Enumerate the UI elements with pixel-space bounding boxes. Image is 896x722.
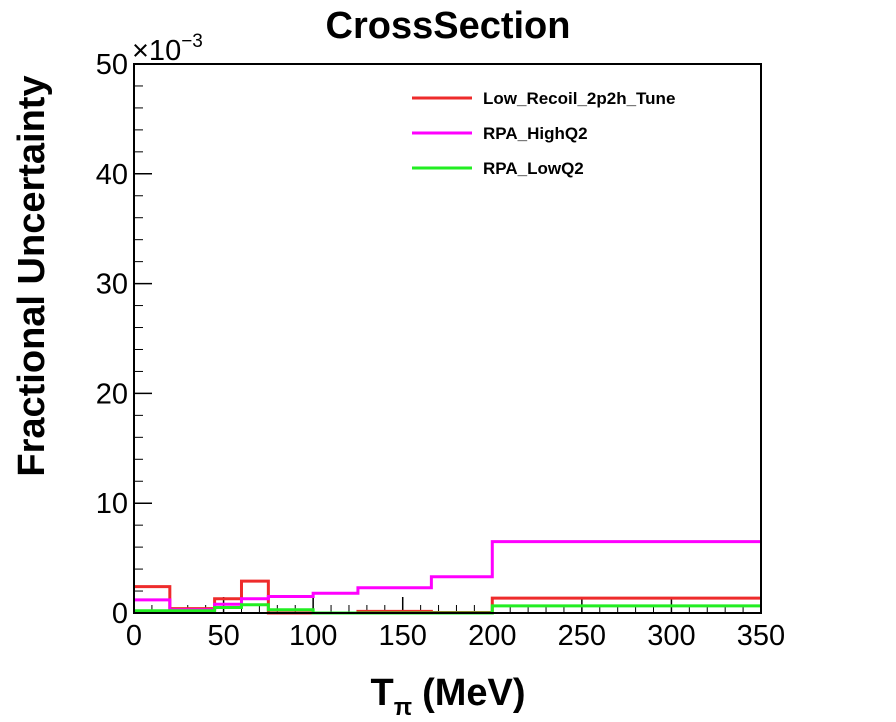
chart-title: CrossSection [326,5,571,47]
y-tick-label: 50 [96,49,128,81]
y-tick-label: 20 [96,378,128,410]
legend-label: RPA_HighQ2 [483,124,588,143]
legend: Low_Recoil_2p2h_Tune RPA_HighQ2 RPA_LowQ2 [412,89,675,178]
x-tick-label: 350 [737,620,785,652]
y-axis-label: Fractional Uncertainty [11,75,53,476]
x-axis-label: Tπ (MeV) [370,672,525,721]
y-tick-label: 40 [96,159,128,191]
x-tick-label: 50 [207,620,239,652]
x-tick-label: 0 [126,620,142,652]
ticks-layer: 0 50 100 150 200 250 300 350 0 10 20 30 40 50 [96,49,785,652]
x-tick-label: 100 [289,620,337,652]
series-layer [134,540,761,615]
plot-frame [133,63,762,614]
x-tick-label: 250 [558,620,606,652]
y-axis-exponent: ×10−3 [132,31,203,67]
x-tick-label: 150 [379,620,427,652]
y-tick-label: 0 [112,598,128,630]
series-line-2 [134,603,761,615]
x-tick-label: 200 [468,620,516,652]
y-tick-label: 30 [96,269,128,301]
x-tick-label: 300 [647,620,695,652]
legend-label: RPA_LowQ2 [483,159,584,178]
legend-label: Low_Recoil_2p2h_Tune [483,89,675,108]
y-tick-label: 10 [96,488,128,520]
